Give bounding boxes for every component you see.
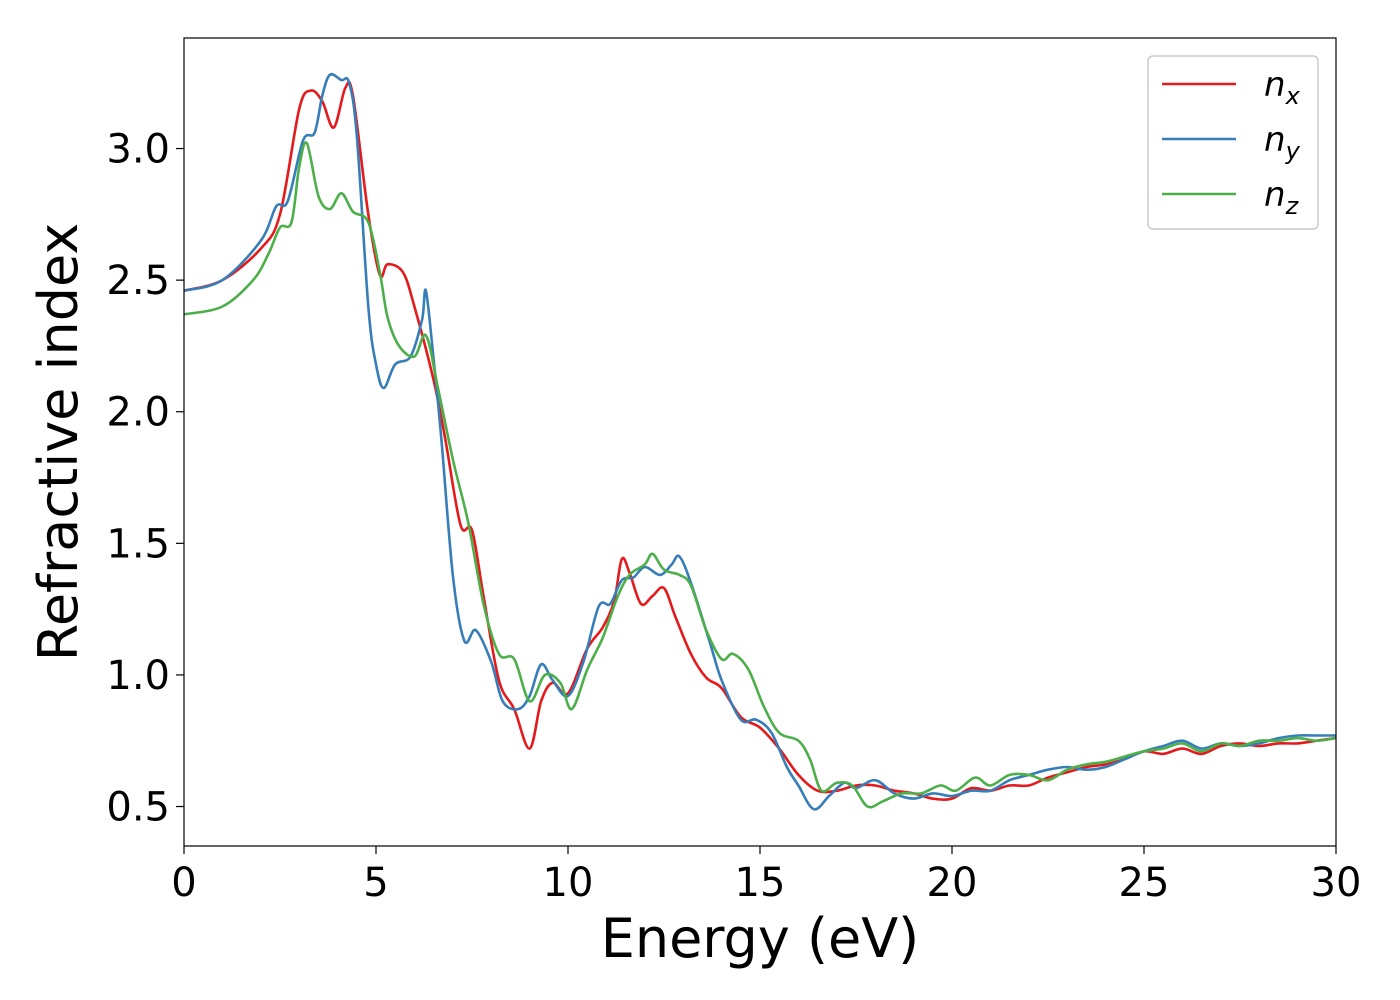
x-axis-ticks: 0 5 10 15 20 25 30	[171, 846, 1361, 906]
y-tick-label: 0.5	[106, 785, 170, 831]
y-tick-label: 1.5	[106, 521, 170, 567]
y-axis-ticks: 0.5 1.0 1.5 2.0 2.5 3.0	[106, 127, 184, 831]
x-axis-label: Energy (eV)	[601, 907, 920, 970]
y-tick-label: 3.0	[106, 127, 170, 173]
x-tick-label: 0	[171, 860, 196, 906]
y-tick-label: 1.0	[106, 653, 170, 699]
legend-label-n_z: nz	[1264, 175, 1300, 220]
x-tick-label: 10	[543, 860, 594, 906]
x-tick-label: 15	[735, 860, 786, 906]
y-axis-label: Refractive index	[27, 223, 90, 662]
x-tick-label: 25	[1119, 860, 1170, 906]
legend-box	[1147, 55, 1319, 230]
y-tick-label: 2.0	[106, 390, 170, 436]
series-layer	[183, 72, 1337, 811]
x-tick-label: 5	[363, 860, 388, 906]
series-line-n_y	[183, 72, 1336, 811]
x-tick-label: 20	[927, 860, 978, 906]
y-tick-label: 2.5	[106, 258, 170, 304]
legend-label-n_x: nx	[1264, 65, 1301, 110]
series-line-n_z	[183, 141, 1337, 809]
legend: nx ny nz	[1147, 55, 1319, 230]
plot-area	[184, 38, 1336, 846]
x-tick-label: 30	[1311, 860, 1362, 906]
legend-label-n_y: ny	[1264, 120, 1301, 165]
